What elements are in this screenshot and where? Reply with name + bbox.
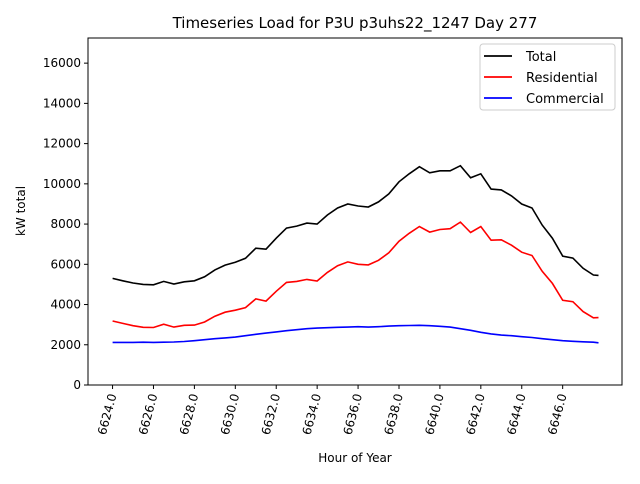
plot-frame [87, 37, 623, 386]
legend: Total Residential Commercial [479, 43, 616, 111]
y-tick-label: 6000 [50, 257, 81, 271]
y-tick-label: 0 [73, 378, 81, 392]
x-tick-label: 6624.0 [95, 392, 119, 436]
x-tick-label: 6644.0 [504, 392, 528, 436]
series-line-residential [112, 221, 599, 329]
y-tick-label: 16000 [43, 56, 81, 70]
chart-title: Timeseries Load for P3U p3uhs22_1247 Day… [172, 14, 538, 33]
series-line-total [112, 164, 599, 286]
legend-label-residential: Residential [526, 71, 598, 86]
x-tick-label: 6628.0 [177, 392, 201, 436]
legend-label-commercial: Commercial [526, 92, 604, 107]
x-tick-label: 6636.0 [341, 392, 365, 436]
x-tick-label: 6626.0 [136, 392, 160, 436]
x-tick-label: 6646.0 [545, 392, 569, 436]
y-tick-label: 8000 [50, 217, 81, 231]
x-tick-label: 6634.0 [300, 392, 324, 436]
y-tick-label: 10000 [43, 177, 81, 191]
x-tick-label: 6638.0 [381, 392, 405, 436]
y-tick-label: 2000 [50, 338, 81, 352]
x-tick-label: 6640.0 [422, 392, 446, 436]
x-tick-label: 6632.0 [259, 392, 283, 436]
y-axis-label: kW total [14, 186, 28, 236]
x-tick-label: 6630.0 [218, 392, 242, 436]
y-tick-label: 14000 [43, 96, 81, 110]
series-line-commercial [112, 324, 599, 344]
y-tick-label: 4000 [50, 298, 81, 312]
y-tick-label: 12000 [43, 137, 81, 151]
x-tick-label: 6642.0 [463, 392, 487, 436]
x-axis-label: Hour of Year [318, 451, 392, 465]
legend-label-total: Total [525, 50, 556, 65]
